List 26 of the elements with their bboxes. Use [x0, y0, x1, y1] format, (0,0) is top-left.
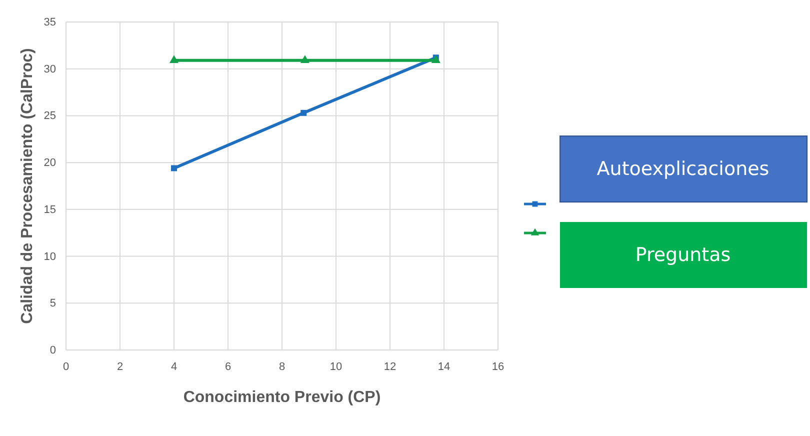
y-tick-label: 0: [50, 344, 56, 357]
x-tick-label: 16: [492, 360, 504, 373]
y-tick-label: 10: [44, 250, 56, 263]
x-tick-label: 12: [384, 360, 396, 373]
text: Autoexplicaciones: [596, 158, 770, 180]
point: [169, 55, 179, 64]
text: Preguntas: [635, 244, 731, 266]
y-tick-label: 30: [44, 63, 56, 76]
point: [431, 55, 440, 64]
point: [171, 165, 177, 172]
x-tick-label: 2: [116, 360, 124, 373]
y-tick-label: 5: [50, 298, 56, 310]
point: [300, 110, 307, 116]
point: [300, 55, 310, 64]
x-tick-label: 8: [278, 360, 286, 373]
y-tick-label: 25: [44, 110, 56, 122]
x-tick-label: 10: [330, 360, 342, 373]
x-tick-label: 14: [438, 360, 450, 373]
x-tick-label: 6: [224, 360, 232, 373]
x-axis-title: Conocimiento Previo (CP): [183, 389, 381, 406]
y-tick-label: 20: [44, 157, 56, 170]
y-axis-title: Calidad de Procesamiento (CalProc): [19, 48, 36, 324]
x-tick-label: 4: [170, 360, 178, 373]
x-tick-label: 0: [62, 360, 70, 373]
y-tick-label: 15: [44, 204, 56, 216]
y-tick-label: 35: [44, 16, 56, 29]
